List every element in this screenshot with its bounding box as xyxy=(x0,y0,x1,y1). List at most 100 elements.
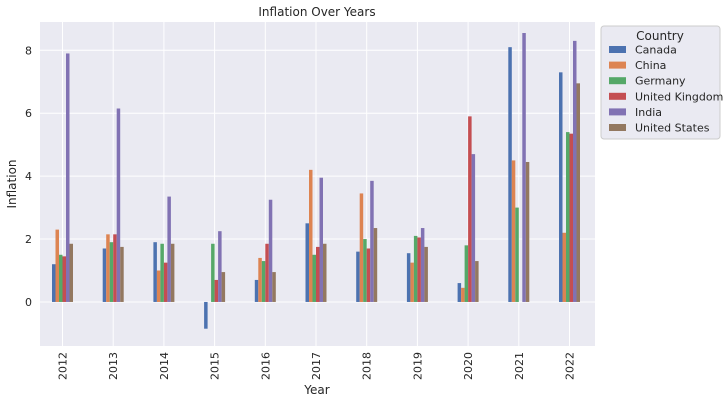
bar-united-states-2019 xyxy=(424,246,428,302)
bar-united-states-2012 xyxy=(69,243,73,302)
bar-united-kingdom-2016 xyxy=(265,243,269,302)
legend-label: China xyxy=(635,59,666,72)
bar-canada-2020 xyxy=(457,283,462,302)
bar-india-2018 xyxy=(370,180,374,302)
bar-india-2020 xyxy=(471,154,476,302)
bar-germany-2022 xyxy=(566,132,570,302)
bar-germany-2013 xyxy=(109,242,114,302)
bar-india-2013 xyxy=(116,108,121,302)
bar-canada-2016 xyxy=(254,279,259,302)
bar-united-kingdom-2020 xyxy=(468,116,472,302)
bar-canada-2021 xyxy=(508,47,512,302)
bar-canada-2012 xyxy=(52,264,56,302)
bar-india-2015 xyxy=(218,231,222,302)
bar-united-kingdom-2022 xyxy=(569,133,573,302)
x-tick-label: 2019 xyxy=(411,352,424,380)
bar-germany-2014 xyxy=(160,243,164,302)
bar-germany-2017 xyxy=(312,254,316,302)
bar-canada-2015 xyxy=(204,301,208,329)
bar-germany-2012 xyxy=(59,254,63,302)
bar-india-2016 xyxy=(268,199,273,302)
legend-title: Country xyxy=(636,29,684,43)
legend-items: Canada China Germany United Kingdom India Uni… xyxy=(609,44,723,135)
x-tick-label: 2016 xyxy=(259,352,272,380)
bar-united-states-2021 xyxy=(525,161,530,302)
legend-swatch xyxy=(609,46,626,53)
bar-india-2012 xyxy=(66,53,70,302)
legend: Country Canada China Germany United Kingdom… xyxy=(600,25,723,140)
bar-india-2021 xyxy=(522,33,526,302)
bar-united-kingdom-2012 xyxy=(62,256,66,302)
y-tick-label: 0 xyxy=(25,296,32,309)
legend-label: India xyxy=(635,106,662,119)
bar-united-kingdom-2013 xyxy=(113,234,117,302)
y-tick-label: 8 xyxy=(25,44,32,57)
legend-swatch xyxy=(609,108,626,116)
bar-china-2020 xyxy=(461,287,465,302)
x-tick-label: 2021 xyxy=(513,352,526,380)
legend-swatch xyxy=(609,124,626,131)
chart-title: Inflation Over Years xyxy=(258,5,375,19)
bar-china-2013 xyxy=(106,234,110,302)
bar-canada-2017 xyxy=(305,223,309,302)
legend-swatch xyxy=(609,61,626,69)
bar-india-2019 xyxy=(420,228,425,302)
bar-united-kingdom-2014 xyxy=(163,262,168,302)
y-tick-label: 4 xyxy=(25,170,32,183)
bar-germany-2020 xyxy=(464,245,469,302)
legend-label: United Kingdom xyxy=(635,90,723,103)
x-tick-label: 2014 xyxy=(158,352,171,380)
bar-united-kingdom-2018 xyxy=(366,248,371,302)
bar-canada-2013 xyxy=(102,248,107,302)
legend-label: Germany xyxy=(635,75,686,88)
bar-canada-2014 xyxy=(153,242,157,302)
bar-germany-2016 xyxy=(261,261,266,302)
bar-united-states-2013 xyxy=(120,246,124,302)
bar-united-states-2020 xyxy=(475,261,479,302)
x-tick-label: 2020 xyxy=(462,352,475,380)
bar-united-states-2016 xyxy=(272,272,276,302)
bar-united-states-2022 xyxy=(576,83,580,302)
bar-germany-2018 xyxy=(363,239,367,302)
bar-china-2018 xyxy=(359,193,364,302)
x-tick-label: 2022 xyxy=(564,352,577,380)
bar-china-2014 xyxy=(156,270,161,302)
legend-swatch xyxy=(609,92,626,100)
legend-frame xyxy=(600,25,721,140)
bar-india-2017 xyxy=(319,177,323,302)
x-tick-label: 2015 xyxy=(209,352,222,380)
bar-germany-2015 xyxy=(211,243,215,302)
bar-china-2012 xyxy=(55,229,59,302)
y-tick-label: 6 xyxy=(25,107,32,120)
bars-layer xyxy=(52,33,580,329)
bar-canada-2019 xyxy=(406,253,411,302)
bar-india-2022 xyxy=(573,40,577,302)
x-tick-label: 2017 xyxy=(310,352,323,380)
bar-china-2021 xyxy=(511,160,516,302)
bar-united-states-2018 xyxy=(373,228,378,302)
bar-united-kingdom-2019 xyxy=(417,237,421,302)
bar-china-2017 xyxy=(309,169,313,302)
bar-united-states-2014 xyxy=(170,243,175,302)
x-axis-label: Year xyxy=(303,383,329,397)
legend-swatch xyxy=(609,77,626,85)
bar-united-kingdom-2017 xyxy=(316,246,320,302)
bar-canada-2022 xyxy=(559,72,563,302)
y-axis-label: Inflation xyxy=(5,159,19,208)
bar-canada-2018 xyxy=(356,251,360,302)
y-tick-label: 2 xyxy=(25,233,32,246)
bar-united-states-2017 xyxy=(323,243,327,302)
x-tick-label: 2013 xyxy=(107,352,120,380)
bar-china-2019 xyxy=(410,262,414,302)
bar-united-kingdom-2015 xyxy=(214,279,219,302)
x-tick-label: 2012 xyxy=(57,352,70,380)
bar-germany-2021 xyxy=(515,207,519,302)
y-tick-labels: 0 2 4 6 8 xyxy=(25,44,32,309)
legend-label: United States xyxy=(635,122,710,135)
bar-india-2014 xyxy=(167,196,171,302)
x-tick-label: 2018 xyxy=(361,352,374,380)
bar-germany-2019 xyxy=(413,235,418,302)
legend-label: Canada xyxy=(635,44,677,57)
